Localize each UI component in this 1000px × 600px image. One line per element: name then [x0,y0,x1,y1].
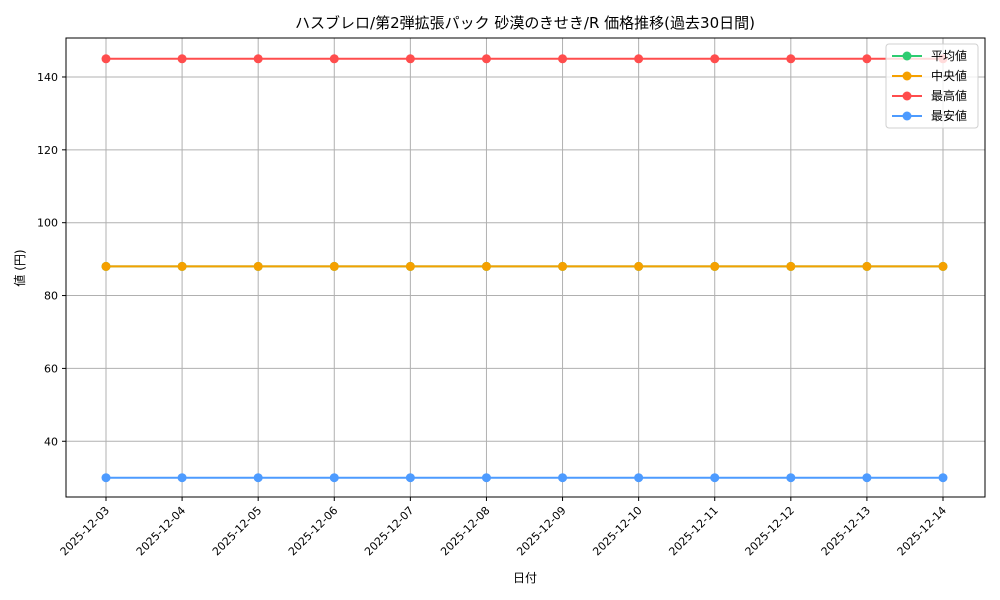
x-tick-label: 2025-12-10 [590,504,644,558]
y-tick-label: 60 [44,362,58,375]
y-tick-label: 120 [37,144,58,157]
y-axis-label: 値 (円) [12,249,27,286]
x-tick-label: 2025-12-03 [58,504,112,558]
legend-label: 中央値 [931,68,967,83]
x-axis-ticks: 2025-12-03 2025-12-04 2025-12-05 2025-12-06… [58,497,949,558]
chart-title: ハスブレロ/第2弾拡張パック 砂漠のきせき/R 価格推移(過去30日間) [295,14,755,32]
x-tick-label: 2025-12-07 [362,504,416,558]
series-line [101,473,948,483]
series-line [101,261,948,271]
x-tick-label: 2025-12-14 [895,504,949,558]
y-axis-ticks: 40 60 80 100 120 140 [37,71,66,448]
x-tick-label: 2025-12-13 [819,504,873,558]
legend-item: 最高値 [892,88,967,103]
legend-item: 中央値 [892,68,967,83]
x-tick-label: 2025-12-08 [438,504,492,558]
legend-item: 最安値 [892,108,967,123]
x-tick-label: 2025-12-04 [134,504,188,558]
legend-item: 平均値 [892,48,967,63]
series-lines [101,54,948,483]
series-line [101,54,948,64]
y-tick-label: 100 [37,217,58,230]
legend-label: 平均値 [931,48,967,63]
x-tick-label: 2025-12-12 [743,504,797,558]
x-tick-label: 2025-12-06 [286,504,340,558]
x-tick-label: 2025-12-09 [514,504,568,558]
y-tick-label: 40 [44,435,58,448]
plot-frame [65,37,986,498]
grid-lines [66,38,985,497]
y-tick-label: 80 [44,290,58,303]
x-tick-label: 2025-12-05 [210,504,264,558]
x-tick-label: 2025-12-11 [666,504,720,558]
x-axis-label: 日付 [513,571,537,585]
legend-label: 最安値 [931,108,967,123]
y-tick-label: 140 [37,71,58,84]
legend-label: 最高値 [931,88,967,103]
